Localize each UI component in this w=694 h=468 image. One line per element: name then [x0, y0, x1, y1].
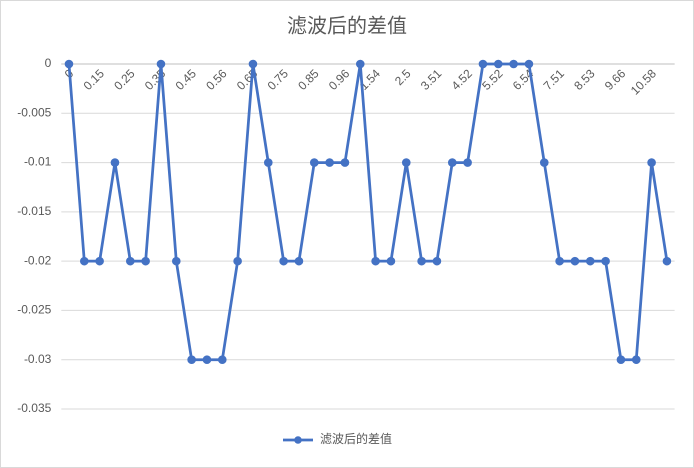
- point-marker: [570, 256, 580, 266]
- point-marker: [432, 256, 442, 266]
- point-marker: [524, 59, 534, 69]
- legend-label: 滤波后的差值: [320, 431, 392, 446]
- point-marker: [263, 158, 273, 167]
- point-marker: [141, 256, 150, 266]
- y-tick-label: -0.03: [24, 352, 52, 366]
- point-marker: [647, 158, 656, 167]
- point-marker: [478, 59, 488, 69]
- point-marker: [233, 256, 242, 266]
- point-marker: [294, 256, 304, 266]
- point-marker: [631, 355, 641, 365]
- point-marker: [79, 256, 89, 266]
- point-marker: [202, 355, 212, 365]
- point-marker: [585, 256, 595, 266]
- y-tick-label: -0.025: [17, 303, 51, 317]
- point-marker: [325, 158, 334, 167]
- point-marker: [95, 256, 104, 266]
- point-marker: [555, 256, 564, 266]
- y-tick-label: -0.015: [17, 204, 51, 218]
- y-tick-label: -0.01: [24, 155, 52, 169]
- point-marker: [171, 256, 181, 266]
- point-marker: [371, 256, 380, 266]
- point-marker: [401, 158, 411, 167]
- point-marker: [539, 158, 549, 167]
- point-marker: [156, 59, 166, 69]
- point-marker: [447, 158, 457, 167]
- y-tick-label: 0: [45, 56, 52, 70]
- point-marker: [340, 158, 350, 167]
- chart-title: 滤波后的差值: [287, 14, 407, 37]
- point-marker: [417, 256, 426, 266]
- point-marker: [279, 256, 288, 266]
- point-marker: [309, 158, 319, 167]
- point-marker: [509, 59, 518, 69]
- point-marker: [463, 158, 472, 167]
- legend-marker: [294, 436, 302, 444]
- point-marker: [386, 256, 396, 266]
- y-tick-label: -0.035: [17, 401, 51, 415]
- point-marker: [616, 355, 626, 365]
- y-tick-label: -0.02: [24, 253, 52, 267]
- point-marker: [110, 158, 120, 167]
- point-marker: [125, 256, 135, 266]
- y-tick-label: -0.005: [17, 105, 51, 119]
- point-marker: [217, 355, 227, 365]
- point-marker: [493, 59, 503, 69]
- point-marker: [601, 256, 610, 266]
- point-marker: [64, 59, 74, 69]
- point-marker: [662, 256, 672, 266]
- point-marker: [248, 59, 258, 69]
- point-marker: [355, 59, 365, 69]
- point-marker: [187, 355, 196, 365]
- series-line: [67, 62, 669, 362]
